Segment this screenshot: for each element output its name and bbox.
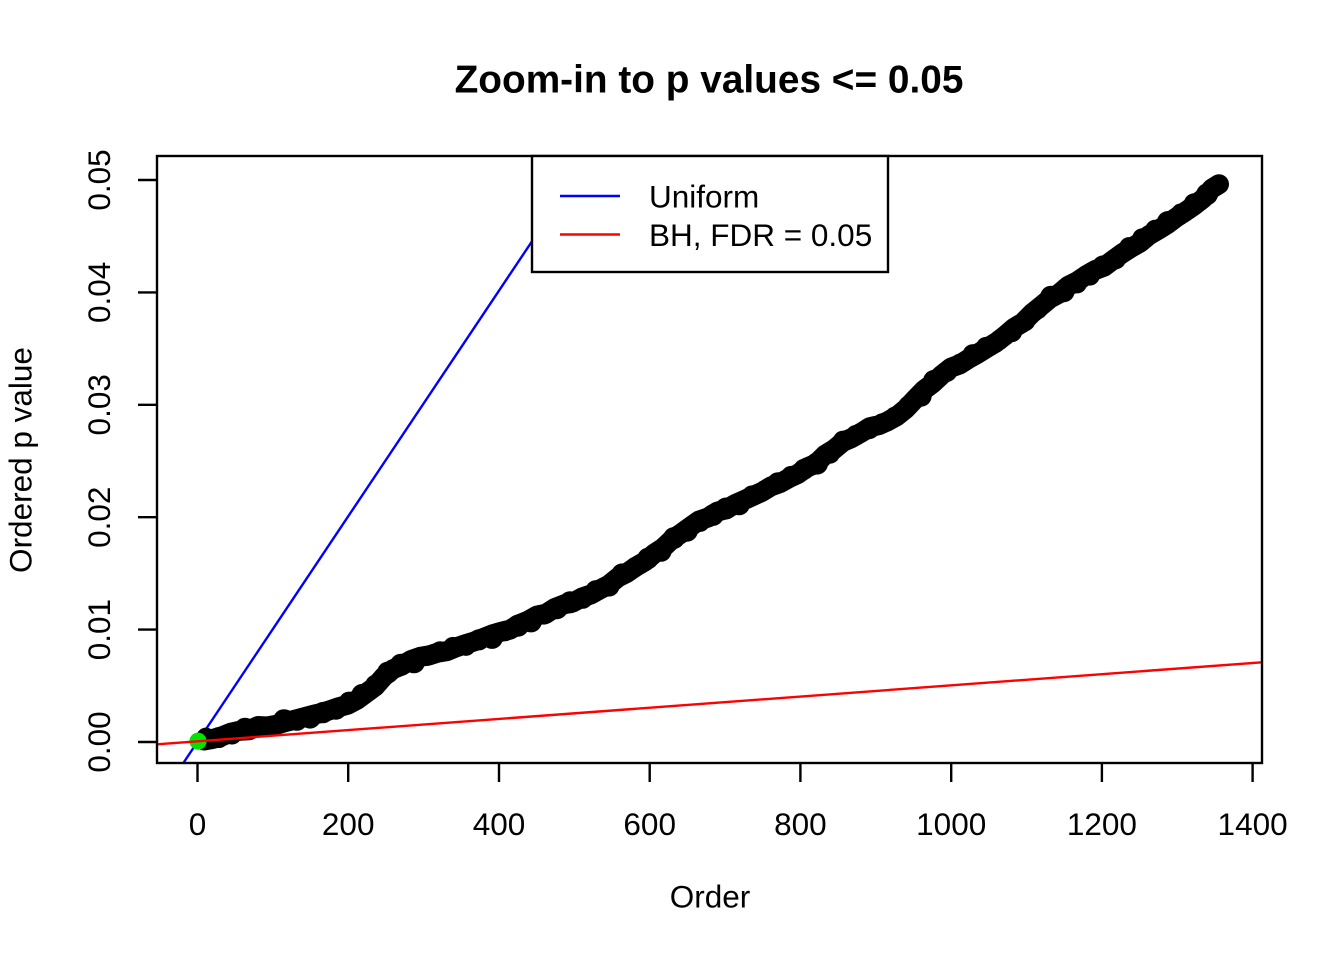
svg-text:0.01: 0.01 xyxy=(81,599,117,660)
svg-text:0.04: 0.04 xyxy=(81,262,117,323)
svg-text:BH, FDR = 0.05: BH, FDR = 0.05 xyxy=(649,217,872,253)
svg-text:600: 600 xyxy=(623,806,676,842)
svg-text:Ordered p value: Ordered p value xyxy=(3,347,39,573)
svg-text:1200: 1200 xyxy=(1067,806,1137,842)
svg-text:800: 800 xyxy=(774,806,827,842)
svg-text:0.00: 0.00 xyxy=(81,711,117,772)
svg-text:1000: 1000 xyxy=(916,806,986,842)
svg-text:200: 200 xyxy=(322,806,375,842)
svg-text:0.05: 0.05 xyxy=(81,149,117,210)
svg-text:0: 0 xyxy=(189,806,207,842)
svg-text:0.02: 0.02 xyxy=(81,487,117,548)
svg-text:Order: Order xyxy=(670,879,751,915)
svg-text:1400: 1400 xyxy=(1218,806,1288,842)
svg-text:Uniform: Uniform xyxy=(649,179,759,215)
svg-text:0.03: 0.03 xyxy=(81,374,117,435)
svg-text:Zoom-in to p values <= 0.05: Zoom-in to p values <= 0.05 xyxy=(455,59,964,102)
svg-text:400: 400 xyxy=(473,806,526,842)
